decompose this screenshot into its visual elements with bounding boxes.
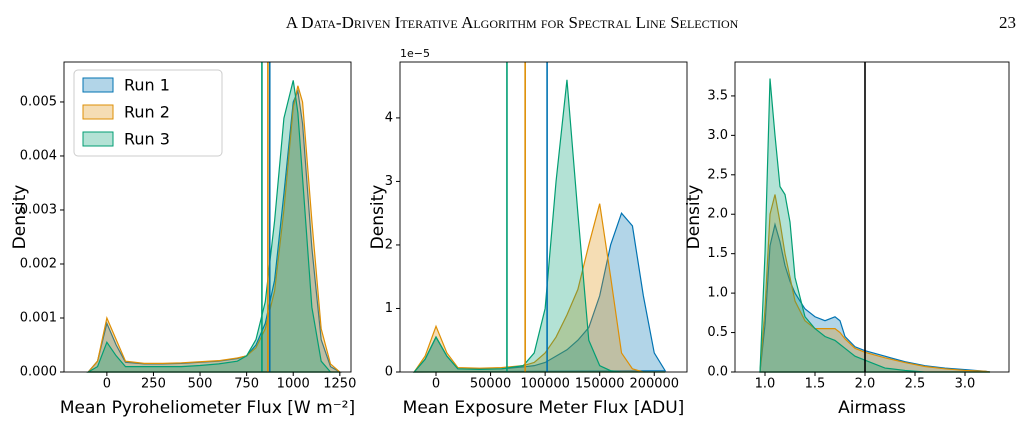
y-tick-label: 3.5 xyxy=(707,88,728,103)
x-tick-label: 1.5 xyxy=(805,377,826,392)
legend-label: Run 2 xyxy=(124,103,170,122)
legend-swatch xyxy=(82,104,114,120)
y-axis-label: Density xyxy=(10,185,30,250)
plot-frame xyxy=(63,61,352,373)
x-tick-label: 100000 xyxy=(520,377,570,392)
y-tick-label: 0.003 xyxy=(20,202,57,217)
y-axis-label: Density xyxy=(368,185,388,250)
y-tick-label: 3 xyxy=(385,174,393,189)
page-number: 23 xyxy=(999,13,1016,32)
legend-swatch xyxy=(82,77,114,93)
y-tick-label: 0.002 xyxy=(20,256,57,271)
plot-frame xyxy=(734,61,1010,373)
density-area xyxy=(86,88,343,373)
x-tick-label: 200000 xyxy=(629,377,679,392)
x-axis-label: Mean Exposure Meter Flux [ADU] xyxy=(403,398,685,418)
y-tick-label: 0 xyxy=(385,365,393,380)
x-axis-label: Mean Pyroheliometer Flux [W m⁻²] xyxy=(60,398,355,418)
x-axis-label: Airmass xyxy=(838,398,906,418)
x-tick-label: 150000 xyxy=(575,377,625,392)
x-tick-label: 250 xyxy=(141,377,166,392)
y-tick-label: 0.0 xyxy=(707,365,728,380)
y-tick-label: 1 xyxy=(385,301,393,316)
running-title: A Data-Driven Iterative Algorithm for Sp… xyxy=(286,13,739,32)
y-tick-label: 2.0 xyxy=(707,207,728,222)
x-tick-label: 0 xyxy=(432,377,440,392)
x-tick-label: 2.5 xyxy=(905,377,926,392)
y-tick-label: 4 xyxy=(385,110,393,125)
y-tick-label: 0.5 xyxy=(707,325,728,340)
legend-label: Run 3 xyxy=(124,130,170,149)
x-tick-label: 50000 xyxy=(470,377,511,392)
density-area xyxy=(759,194,991,373)
y-tick-label: 2 xyxy=(385,237,393,252)
x-tick-label: 3.0 xyxy=(955,377,976,392)
x-tick-label: 1.0 xyxy=(755,377,776,392)
density-area xyxy=(86,85,342,373)
y-offset-label: 1e−5 xyxy=(400,47,430,60)
y-tick-label: 0.005 xyxy=(20,94,57,109)
x-tick-label: 750 xyxy=(234,377,259,392)
density-area xyxy=(413,203,666,373)
y-tick-label: 2.5 xyxy=(707,167,728,182)
legend-label: Run 1 xyxy=(124,76,170,95)
x-tick-label: 500 xyxy=(188,377,213,392)
x-tick-label: 1250 xyxy=(323,377,356,392)
y-tick-label: 0.000 xyxy=(20,365,57,380)
y-tick-label: 0.004 xyxy=(20,148,57,163)
legend-swatch xyxy=(82,131,114,147)
density-area xyxy=(85,80,340,373)
x-tick-label: 2.0 xyxy=(855,377,876,392)
y-tick-label: 1.0 xyxy=(707,286,728,301)
density-area xyxy=(759,222,991,373)
y-tick-label: 1.5 xyxy=(707,246,728,261)
plot-frame xyxy=(399,61,688,373)
density-area xyxy=(759,78,990,373)
x-tick-label: 1000 xyxy=(277,377,310,392)
y-axis-label: Density xyxy=(684,185,704,250)
y-tick-label: 3.0 xyxy=(707,128,728,143)
y-tick-label: 0.001 xyxy=(20,310,57,325)
x-tick-label: 0 xyxy=(103,377,111,392)
